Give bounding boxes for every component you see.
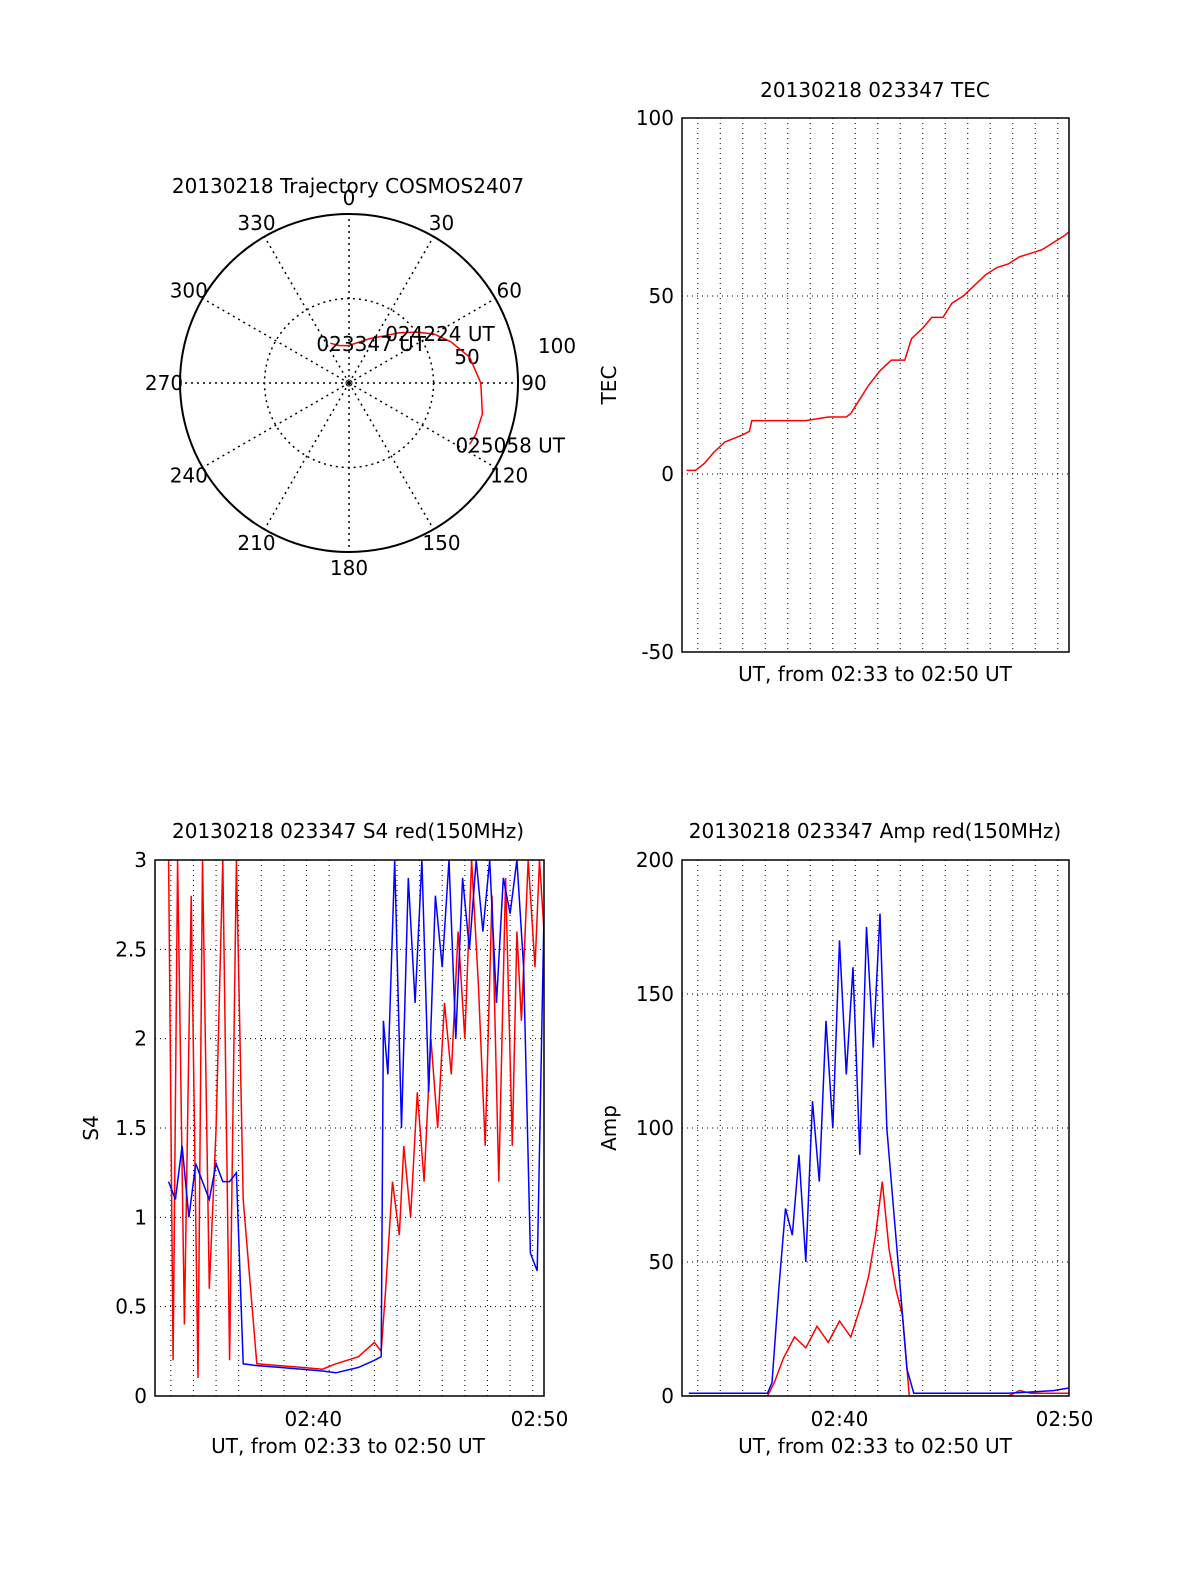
s4-series-line	[167, 860, 544, 1374]
s4-x-tick-label: 02:50	[511, 1407, 569, 1431]
tec-chart-title: 20130218 023347 TEC	[760, 78, 990, 102]
amp-x-axis-label: UT, from 02:33 to 02:50 UT	[738, 1434, 1013, 1458]
s4-x-tick-label: 02:40	[284, 1407, 342, 1431]
polar-angle-label: 150	[422, 531, 460, 555]
polar-spoke	[348, 382, 496, 469]
polar-angle-label: 90	[521, 371, 546, 395]
s4-chart-title: 20130218 023347 S4 red(150MHz)	[172, 819, 524, 843]
polar-angle-label: 120	[490, 464, 528, 488]
tec-x-axis-label: UT, from 02:33 to 02:50 UT	[738, 662, 1013, 686]
s4-y-tick-label: 3	[134, 848, 147, 872]
s4-y-tick-label: 2.5	[115, 937, 147, 961]
amp-series-line	[688, 1181, 1069, 1396]
polar-time-annotation: 023347 UT	[316, 332, 426, 356]
polar-spoke	[348, 236, 435, 384]
s4-y-tick-label: 0.5	[115, 1295, 147, 1319]
amp-x-tick-label: 02:40	[811, 1407, 869, 1431]
s4-y-tick-label: 2	[134, 1027, 147, 1051]
tec-y-tick-label: 100	[636, 106, 674, 130]
s4-y-tick-label: 0	[134, 1384, 147, 1408]
polar-spoke	[348, 382, 435, 530]
s4-series-line	[167, 860, 544, 1379]
tec-series-line	[686, 231, 1069, 472]
polar-trajectory-line	[330, 331, 484, 445]
polar-spoke	[348, 297, 496, 384]
polar-trajectory-chart: 20130218 Trajectory COSMOS2407 0 30 60 90 12…	[145, 174, 576, 580]
amp-y-tick-label: 150	[636, 982, 674, 1006]
polar-angle-label: 240	[170, 464, 208, 488]
polar-chart-title: 20130218 Trajectory COSMOS2407	[172, 174, 524, 198]
s4-y-tick-label: 1	[134, 1205, 147, 1229]
amp-chart-title: 20130218 023347 Amp red(150MHz)	[689, 819, 1061, 843]
amp-y-tick-label: 200	[636, 848, 674, 872]
polar-spoke	[202, 297, 350, 384]
s4-y-tick-label: 1.5	[115, 1116, 147, 1140]
polar-center-mark	[345, 379, 353, 387]
polar-angle-label: 300	[170, 279, 208, 303]
polar-angle-label: 30	[429, 211, 454, 235]
amp-y-tick-label: 0	[661, 1384, 674, 1408]
polar-time-annotation: 025058 UT	[455, 433, 565, 457]
tec-y-tick-label: 50	[649, 284, 674, 308]
amp-series-line	[688, 913, 1069, 1395]
s4-plot-frame	[154, 859, 545, 1397]
amp-x-tick-label: 02:50	[1036, 1407, 1094, 1431]
amp-y-tick-label: 50	[649, 1250, 674, 1274]
tec-y-tick-label: 0	[661, 462, 674, 486]
s4-y-axis-label: S4	[79, 1115, 103, 1140]
tec-plot-frame	[681, 117, 1070, 653]
polar-angle-label: 270	[145, 371, 183, 395]
polar-spoke	[202, 382, 350, 469]
tec-y-tick-label: -50	[641, 640, 674, 664]
polar-angle-label: 60	[496, 279, 521, 303]
amp-y-tick-label: 100	[636, 1116, 674, 1140]
polar-angle-label: 210	[237, 531, 275, 555]
polar-radial-label-100: 100	[538, 334, 576, 358]
amp-y-axis-label: Amp	[597, 1105, 621, 1151]
s4-x-axis-label: UT, from 02:33 to 02:50 UT	[211, 1434, 486, 1458]
polar-grid	[179, 213, 519, 553]
amp-plot-frame	[681, 859, 1070, 1397]
s4-chart: 20130218 023347 S4 red(150MHz) UT, from …	[79, 819, 568, 1458]
polar-spoke	[263, 236, 350, 384]
tec-y-axis-label: TEC	[597, 366, 621, 406]
polar-time-annotation: 024224 UT	[385, 322, 495, 346]
polar-angle-label: 0	[343, 186, 356, 210]
tec-chart: 20130218 023347 TEC UT, from 02:33 to 02…	[597, 78, 1070, 686]
polar-angle-label: 180	[330, 556, 368, 580]
amp-chart: 20130218 023347 Amp red(150MHz) UT, from…	[597, 819, 1093, 1458]
polar-angle-label: 330	[237, 211, 275, 235]
polar-spoke	[263, 382, 350, 530]
